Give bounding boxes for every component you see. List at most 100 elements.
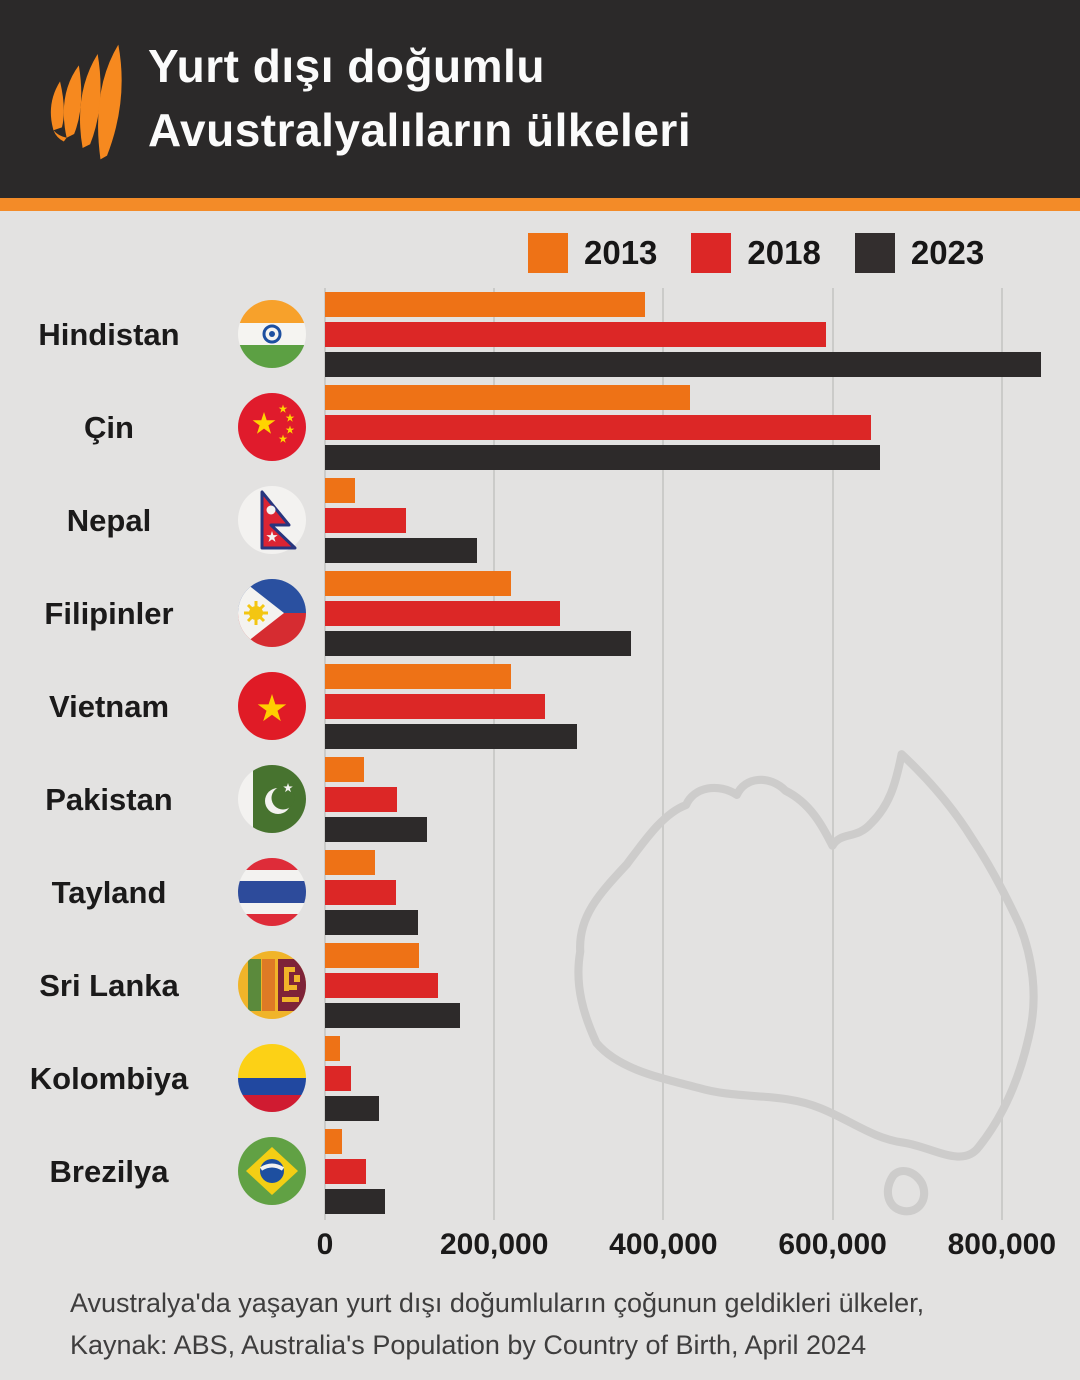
legend-item: 2013	[528, 233, 657, 273]
gridline	[662, 288, 665, 1220]
country-label: Tayland	[51, 874, 167, 910]
chart-legend: 2013 2018 2023	[528, 233, 984, 273]
sbs-logo-icon	[50, 44, 122, 160]
bar-group	[325, 292, 1041, 377]
philippines-flag-icon	[238, 579, 306, 647]
bar-2013	[325, 1036, 340, 1061]
country-row-philippines: Filipinler	[0, 571, 1080, 656]
title-line-1: Yurt dışı doğumlu	[148, 40, 545, 92]
bar-2023	[325, 1096, 379, 1121]
bar-2023	[325, 724, 577, 749]
country-label: Vietnam	[48, 688, 170, 724]
colombia-flag-icon	[238, 1044, 306, 1112]
bar-group	[325, 850, 418, 935]
bar-group	[325, 757, 427, 842]
bar-2013	[325, 478, 355, 503]
country-label: Kolombiya	[29, 1060, 189, 1096]
x-axis-tick-label: 0	[316, 1228, 334, 1261]
colombia-flag-icon	[238, 1044, 306, 1112]
gridline	[831, 288, 834, 1220]
country-row-vietnam: Vietnam	[0, 664, 1080, 749]
vietnam-flag-icon	[238, 672, 306, 740]
country-row-brazil: Brezilya	[0, 1129, 1080, 1214]
country-label: Pakistan	[45, 781, 173, 817]
bar-2013	[325, 757, 364, 782]
bar-2018	[325, 322, 826, 347]
bar-2018	[325, 973, 438, 998]
pakistan-flag-icon	[238, 765, 306, 833]
bar-2023	[325, 910, 418, 935]
legend-swatch	[854, 233, 895, 273]
header: Yurt dışı doğumlu Avustralyalıların ülke…	[0, 0, 1080, 198]
bar-2018	[325, 415, 871, 440]
bar-2013	[325, 664, 511, 689]
bar-group	[325, 943, 460, 1028]
country-label: Sri Lanka	[39, 967, 179, 1003]
source-note: Avustralya'da yaşayan yurt dışı doğumlul…	[70, 1283, 1030, 1367]
bar-2018	[325, 601, 560, 626]
country-row-thailand: Tayland	[0, 850, 1080, 935]
title-line-2: Avustralyalıların ülkeleri	[148, 104, 692, 157]
header-accent-strip	[0, 198, 1080, 211]
philippines-flag-icon	[238, 579, 306, 647]
country-label: Nepal	[66, 502, 152, 538]
bar-group	[325, 478, 477, 563]
bar-2018	[325, 1066, 351, 1091]
pakistan-flag-icon	[238, 765, 306, 833]
country-label: Brezilya	[49, 1153, 169, 1189]
bar-2013	[325, 850, 375, 875]
india-flag-icon	[238, 300, 306, 368]
bar-2023	[325, 817, 427, 842]
bar-2018	[325, 880, 396, 905]
china-flag-icon	[238, 393, 306, 461]
legend-swatch	[691, 233, 732, 273]
legend-swatch	[528, 233, 568, 273]
country-row-china: Çin	[0, 385, 1080, 470]
nepal-flag-icon	[238, 486, 306, 554]
bar-group	[325, 385, 880, 470]
bar-2013	[325, 943, 419, 968]
sri-lanka-flag-icon	[238, 951, 306, 1019]
nepal-flag-icon	[238, 486, 306, 554]
thailand-flag-icon	[238, 858, 306, 926]
bar-2018	[325, 1159, 366, 1184]
gridline	[493, 288, 496, 1220]
legend-item: 2023	[854, 233, 984, 273]
thailand-flag-icon	[238, 858, 306, 926]
bar-2023	[325, 538, 477, 563]
bar-2013	[325, 385, 690, 410]
country-row-sri-lanka: Sri Lanka	[0, 943, 1080, 1028]
x-axis-tick-label: 200,000	[439, 1228, 549, 1261]
brazil-flag-icon	[238, 1137, 306, 1205]
bar-2023	[325, 352, 1041, 377]
gridline	[324, 288, 326, 1220]
bar-2018	[325, 787, 397, 812]
sri-lanka-flag-icon	[238, 951, 306, 1019]
legend-label: 2018	[747, 234, 821, 271]
bar-2018	[325, 508, 406, 533]
source-note-line-2: Kaynak: ABS, Australia's Population by C…	[70, 1329, 867, 1360]
country-row-pakistan: Pakistan	[0, 757, 1080, 842]
gridline	[1000, 288, 1003, 1220]
x-axis-tick-label: 400,000	[609, 1228, 718, 1261]
legend-item: 2018	[691, 233, 821, 273]
bar-2013	[325, 292, 645, 317]
bar-2018	[325, 694, 545, 719]
country-label: Filipinler	[44, 595, 174, 631]
bar-2023	[325, 1003, 460, 1028]
bar-group	[325, 1036, 379, 1121]
bar-group	[325, 571, 631, 656]
australia-map-outline	[566, 742, 1044, 1220]
country-row-nepal: Nepal	[0, 478, 1080, 563]
bar-2023	[325, 631, 631, 656]
country-label: Çin	[84, 409, 134, 445]
legend-label: 2013	[584, 234, 658, 271]
vietnam-flag-icon	[238, 672, 306, 740]
x-axis-tick-label: 800,000	[947, 1228, 1057, 1261]
country-label: Hindistan	[38, 316, 180, 352]
country-row-colombia: Kolombiya	[0, 1036, 1080, 1121]
china-flag-icon	[238, 393, 306, 461]
bar-group	[325, 664, 577, 749]
bar-group	[325, 1129, 385, 1214]
